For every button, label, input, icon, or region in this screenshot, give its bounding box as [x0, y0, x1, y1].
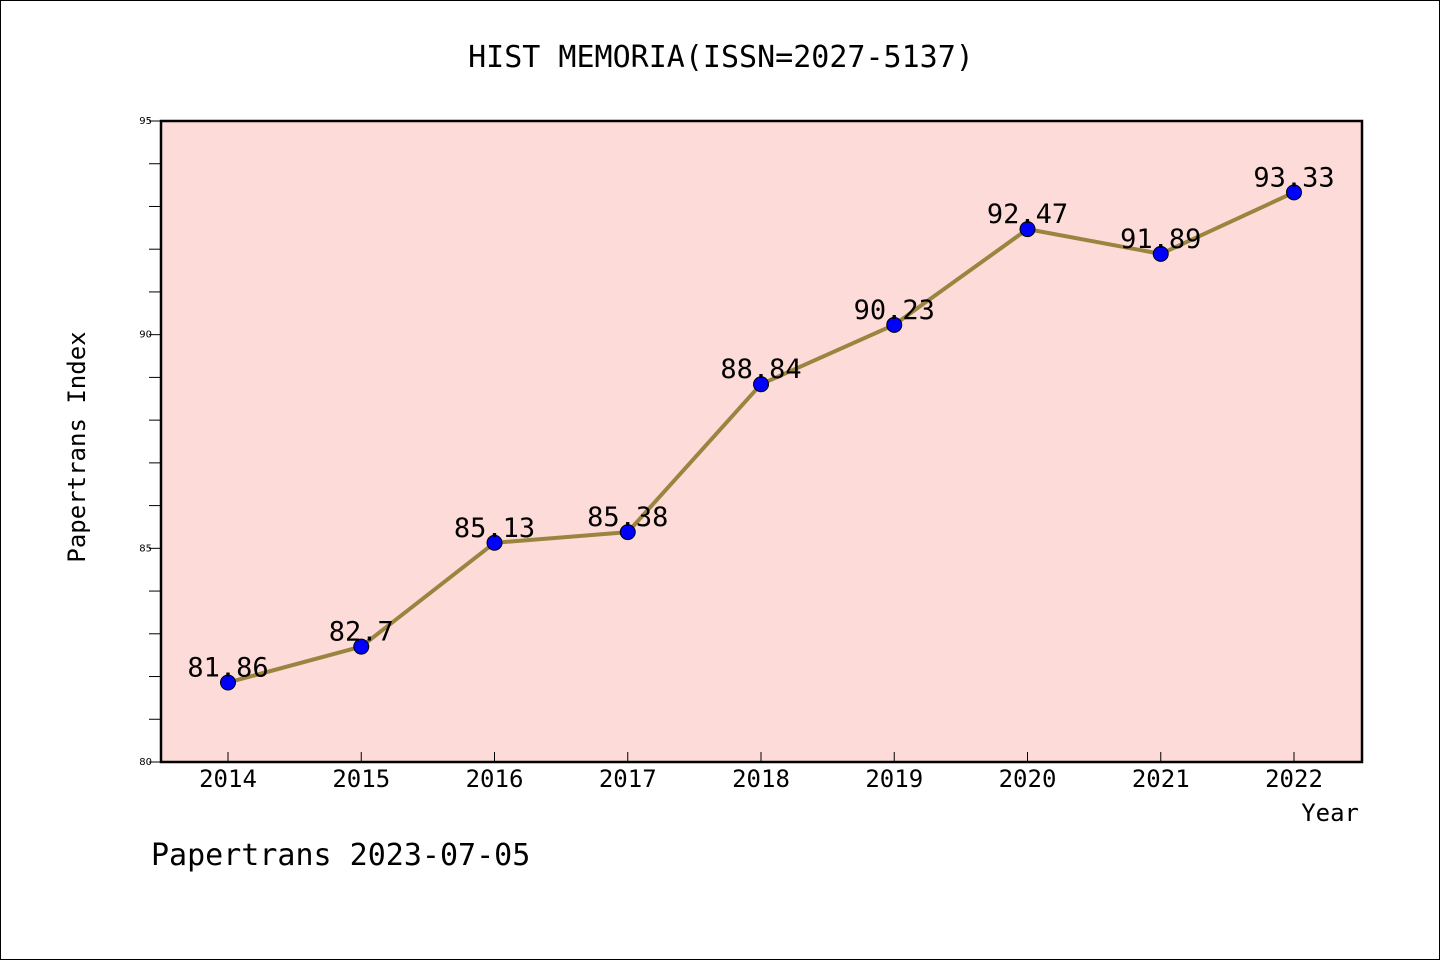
x-tick-label: 2021 [1132, 765, 1190, 793]
data-label: 85.38 [587, 502, 668, 533]
x-tick-label: 2018 [732, 765, 790, 793]
x-axis: 2014 2015 2016 2017 2018 2019 2020 2021 2022 [199, 752, 1323, 793]
series-markers [220, 184, 1302, 691]
chart-title: HIST MEMORIA(ISSN=2027-5137) [468, 40, 974, 75]
y-tick-label: 80 [139, 757, 152, 768]
data-point [1286, 184, 1302, 201]
data-point [353, 638, 370, 655]
data-point [886, 316, 903, 333]
data-label: 82.7 [329, 617, 394, 648]
data-label: 85.13 [454, 513, 535, 544]
data-labels: 81.86 82.7 85.13 85.38 88.84 90.23 92.47 91.89 9… [187, 162, 1334, 683]
data-point [486, 534, 503, 551]
data-label: 93.33 [1253, 162, 1334, 193]
footer-text: Papertrans 2023-07-05 [151, 838, 530, 873]
plot-area [159, 119, 1364, 764]
data-point [753, 376, 769, 393]
data-point [220, 674, 236, 691]
x-tick-label: 2020 [999, 765, 1057, 793]
x-axis-label: Year [1301, 799, 1359, 827]
x-tick-label: 2016 [466, 765, 524, 793]
y-axis-label: Papertrans Index [63, 331, 91, 562]
data-point [619, 524, 636, 541]
y-tick-label: 85 [139, 543, 152, 554]
data-point [1152, 245, 1169, 262]
data-point [1019, 221, 1036, 238]
data-label: 90.23 [854, 295, 935, 326]
x-tick-label: 2017 [599, 765, 657, 793]
x-tick-label: 2015 [332, 765, 390, 793]
data-label: 88.84 [720, 354, 801, 385]
x-tick-label: 2014 [199, 765, 257, 793]
y-tick-label: 95 [139, 116, 152, 127]
x-tick-label: 2022 [1265, 765, 1323, 793]
y-axis: 80 85 90 95 [139, 116, 161, 768]
x-tick-label: 2019 [865, 765, 923, 793]
data-label: 92.47 [987, 199, 1068, 230]
y-tick-label: 90 [139, 330, 152, 341]
data-label: 91.89 [1120, 224, 1201, 255]
data-label: 81.86 [187, 653, 268, 684]
